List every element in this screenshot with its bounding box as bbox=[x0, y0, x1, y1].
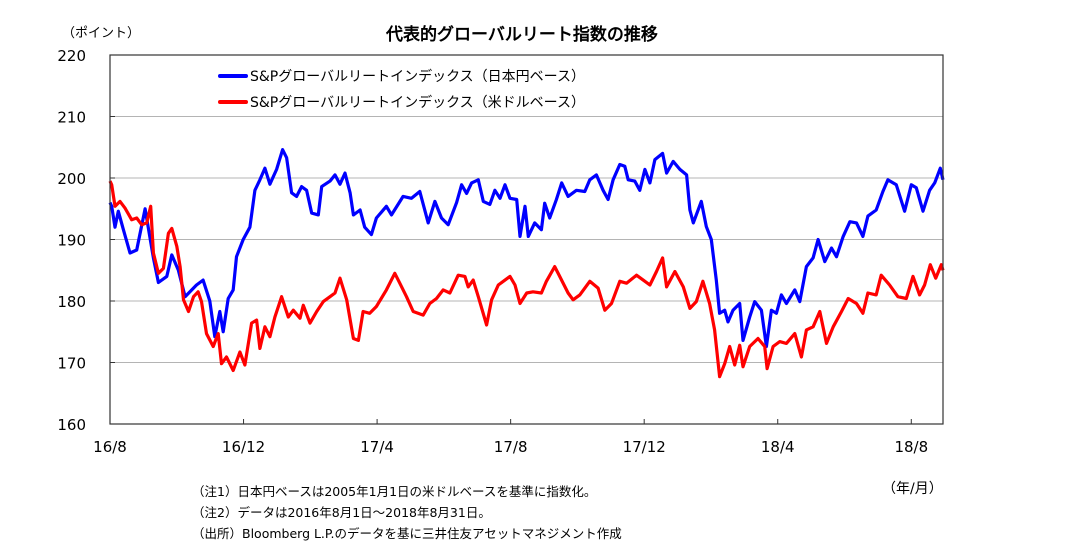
legend-label: S&Pグローバルリートインデックス（米ドルベース） bbox=[250, 95, 585, 111]
y-tick-label: 180 bbox=[57, 293, 86, 311]
gridlines bbox=[110, 116, 943, 363]
series-line-usd bbox=[108, 180, 945, 379]
y-tick-label: 200 bbox=[57, 170, 86, 188]
note-2: （注2）データは2016年8月1日～2018年8月31日。 bbox=[192, 505, 491, 520]
x-axis-unit: （年/月） bbox=[882, 481, 943, 497]
x-tick-label: 17/12 bbox=[623, 438, 666, 456]
y-tick-label: 220 bbox=[57, 47, 86, 65]
x-tick-label: 17/8 bbox=[494, 438, 528, 456]
x-tick-label: 18/8 bbox=[894, 438, 928, 456]
legend-item-jpy: S&Pグローバルリートインデックス（日本円ベース） bbox=[218, 66, 585, 86]
source-note: （出所）Bloomberg L.P.のデータを基に三井住友アセットマネジメント作… bbox=[192, 526, 622, 541]
legend-swatch-blue bbox=[218, 74, 248, 78]
axis-ticks: 160 170 180 190 200 210 220 16/8 16/12 17/4 17/8 17… bbox=[57, 47, 928, 456]
series-lines bbox=[108, 148, 945, 379]
y-axis-unit: （ポイント） bbox=[62, 26, 141, 41]
x-tick-label: 16/8 bbox=[93, 438, 127, 456]
legend-item-usd: S&Pグローバルリートインデックス（米ドルベース） bbox=[218, 92, 585, 112]
y-tick-label: 210 bbox=[57, 109, 86, 127]
y-tick-label: 170 bbox=[57, 355, 86, 373]
series-line-jpy bbox=[108, 148, 945, 349]
note-1: （注1）日本円ベースは2005年1月1日の米ドルベースを基準に指数化。 bbox=[192, 484, 597, 499]
legend-label: S&Pグローバルリートインデックス（日本円ベース） bbox=[250, 69, 585, 85]
y-tick-label: 160 bbox=[57, 416, 86, 434]
x-tick-label: 17/4 bbox=[360, 438, 394, 456]
x-tick-label: 18/4 bbox=[761, 438, 795, 456]
chart-title: 代表的グローバルリート指数の推移 bbox=[386, 25, 658, 45]
legend-swatch-red bbox=[218, 100, 248, 104]
y-tick-label: 190 bbox=[57, 232, 86, 250]
x-tick-label: 16/12 bbox=[222, 438, 265, 456]
